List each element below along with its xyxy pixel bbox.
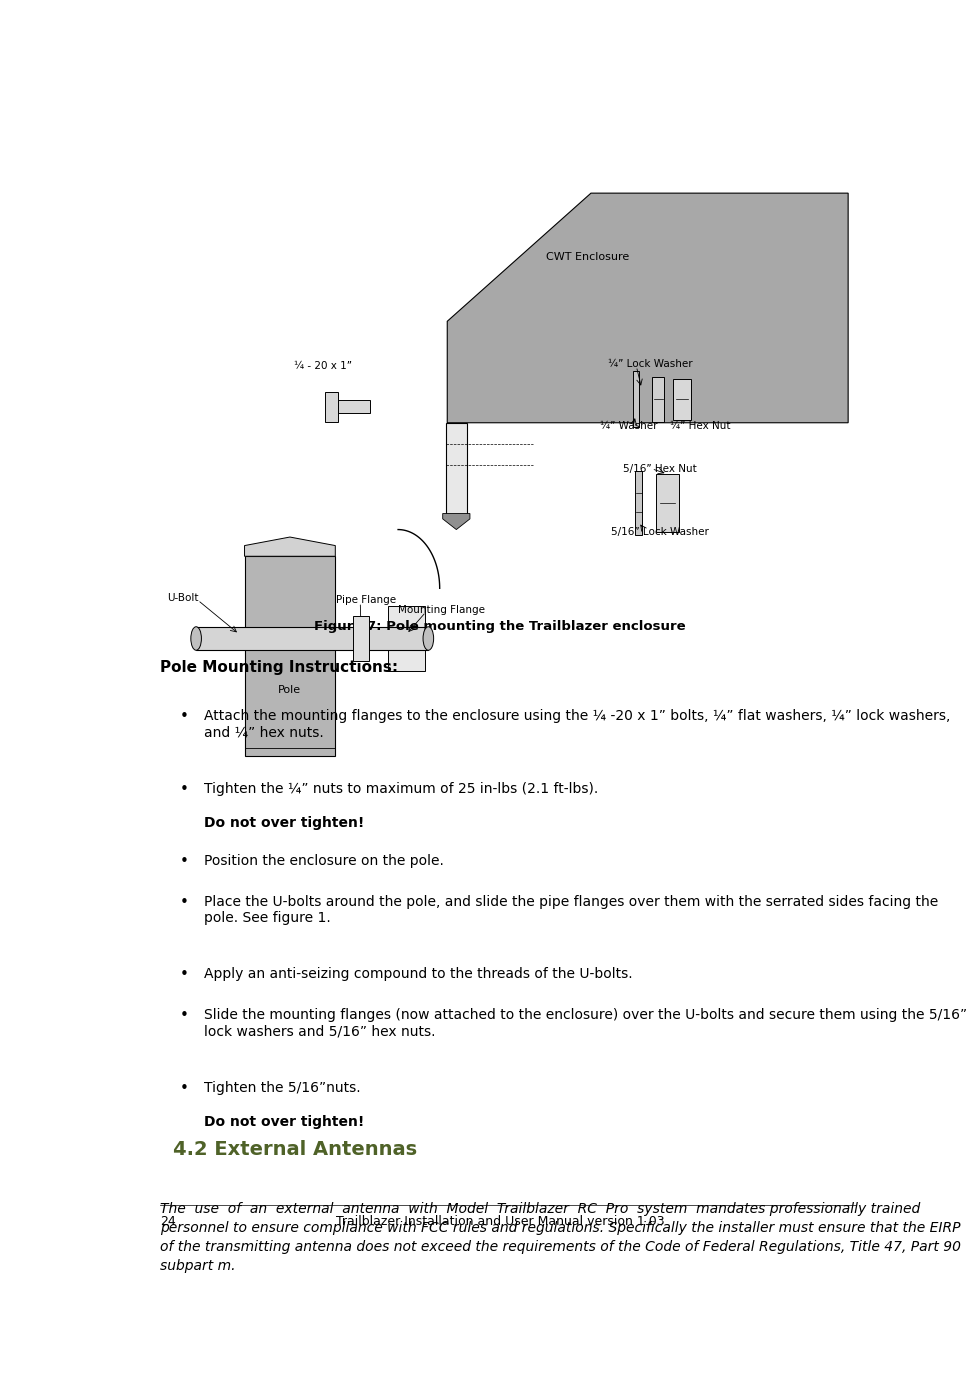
Text: Figure 7: Pole mounting the Trailblazer enclosure: Figure 7: Pole mounting the Trailblazer … — [314, 620, 686, 634]
Bar — [352, 616, 369, 662]
Text: Pole: Pole — [278, 685, 302, 695]
Text: The  use  of  an  external  antenna  with  Model  Trailblazer  RC  Pro  system  : The use of an external antenna with Mode… — [160, 1203, 960, 1273]
Text: 4.2 External Antennas: 4.2 External Antennas — [174, 1140, 418, 1160]
Text: ¼” Lock Washer: ¼” Lock Washer — [608, 359, 693, 369]
Bar — [245, 556, 336, 756]
Ellipse shape — [191, 627, 201, 651]
Bar — [339, 401, 370, 413]
Bar — [652, 377, 665, 422]
Text: Apply an anti-seizing compound to the threads of the U-bolts.: Apply an anti-seizing compound to the th… — [204, 968, 632, 982]
Text: 5/16” Hex Nut: 5/16” Hex Nut — [623, 463, 697, 474]
Polygon shape — [447, 193, 848, 423]
Bar — [388, 606, 425, 670]
Ellipse shape — [423, 627, 433, 651]
Bar — [634, 470, 642, 535]
Text: •: • — [180, 854, 188, 870]
Text: •: • — [180, 1080, 188, 1096]
Text: ¼” Hex Nut: ¼” Hex Nut — [671, 422, 731, 431]
Text: Tighten the ¼” nuts to maximum of 25 in-lbs (2.1 ft-lbs).: Tighten the ¼” nuts to maximum of 25 in-… — [204, 782, 602, 796]
Bar — [325, 391, 339, 422]
Text: 5/16” Lock Washer: 5/16” Lock Washer — [611, 527, 709, 537]
Text: •: • — [180, 895, 188, 910]
Text: •: • — [180, 709, 188, 724]
Text: Pipe Flange: Pipe Flange — [336, 595, 396, 605]
Text: CWT Enclosure: CWT Enclosure — [546, 252, 629, 262]
Polygon shape — [245, 537, 336, 556]
Text: •: • — [180, 968, 188, 982]
Text: •: • — [180, 1008, 188, 1024]
Bar — [446, 423, 467, 513]
Text: 24: 24 — [160, 1215, 176, 1229]
Text: Pole Mounting Instructions:: Pole Mounting Instructions: — [160, 660, 398, 675]
Polygon shape — [443, 513, 470, 530]
Text: Slide the mounting flanges (now attached to the enclosure) over the U-bolts and : Slide the mounting flanges (now attached… — [204, 1008, 967, 1039]
Text: Place the U-bolts around the pole, and slide the pipe flanges over them with the: Place the U-bolts around the pole, and s… — [204, 895, 938, 925]
Text: ¼ - 20 x 1”: ¼ - 20 x 1” — [295, 361, 352, 372]
Text: Trailblazer Installation and User Manual version 1.03: Trailblazer Installation and User Manual… — [336, 1215, 665, 1229]
Text: U-Bolt: U-Bolt — [168, 592, 199, 603]
Text: ¼” Washer: ¼” Washer — [600, 422, 658, 431]
Text: •: • — [180, 782, 188, 796]
Bar — [196, 627, 428, 651]
Text: Do not over tighten!: Do not over tighten! — [204, 1115, 364, 1129]
Bar — [632, 372, 638, 427]
Text: Mounting Flange: Mounting Flange — [398, 605, 485, 614]
Bar — [673, 379, 691, 419]
Text: Attach the mounting flanges to the enclosure using the ¼ -20 x 1” bolts, ¼” flat: Attach the mounting flanges to the enclo… — [204, 709, 950, 739]
Text: Do not over tighten!: Do not over tighten! — [204, 816, 364, 829]
Text: Position the enclosure on the pole.: Position the enclosure on the pole. — [204, 854, 443, 868]
Text: Tighten the 5/16”nuts.: Tighten the 5/16”nuts. — [204, 1080, 365, 1094]
Bar — [656, 474, 678, 531]
